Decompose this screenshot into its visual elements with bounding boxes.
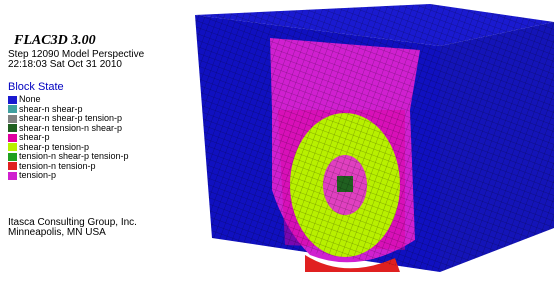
screenshot: FLAC3D 3.00 Step 12090 Model Perspective…: [0, 0, 554, 282]
legend-item: tension-p: [8, 171, 129, 181]
app-title: FLAC3D 3.00: [14, 34, 96, 48]
legend-label: shear-p: [19, 133, 50, 142]
legend-label: None: [19, 95, 41, 104]
legend-swatch: [8, 124, 17, 132]
location: Minneapolis, MN USA: [8, 228, 106, 238]
legend-swatch: [8, 134, 17, 142]
mesh-lines: [195, 4, 554, 272]
legend-swatch: [8, 96, 17, 104]
legend-title: Block State: [8, 82, 64, 92]
legend-label: tension-n shear-p tension-p: [19, 152, 129, 161]
legend-label: shear-n shear-p tension-p: [19, 114, 122, 123]
legend-swatch: [8, 115, 17, 123]
legend-swatch: [8, 143, 17, 151]
legend-swatch: [8, 153, 17, 161]
legend-swatch: [8, 162, 17, 170]
legend-label: tension-p: [19, 171, 56, 180]
timestamp: 22:18:03 Sat Oct 31 2010: [8, 60, 122, 70]
legend-swatch: [8, 105, 17, 113]
legend-swatch: [8, 172, 17, 180]
